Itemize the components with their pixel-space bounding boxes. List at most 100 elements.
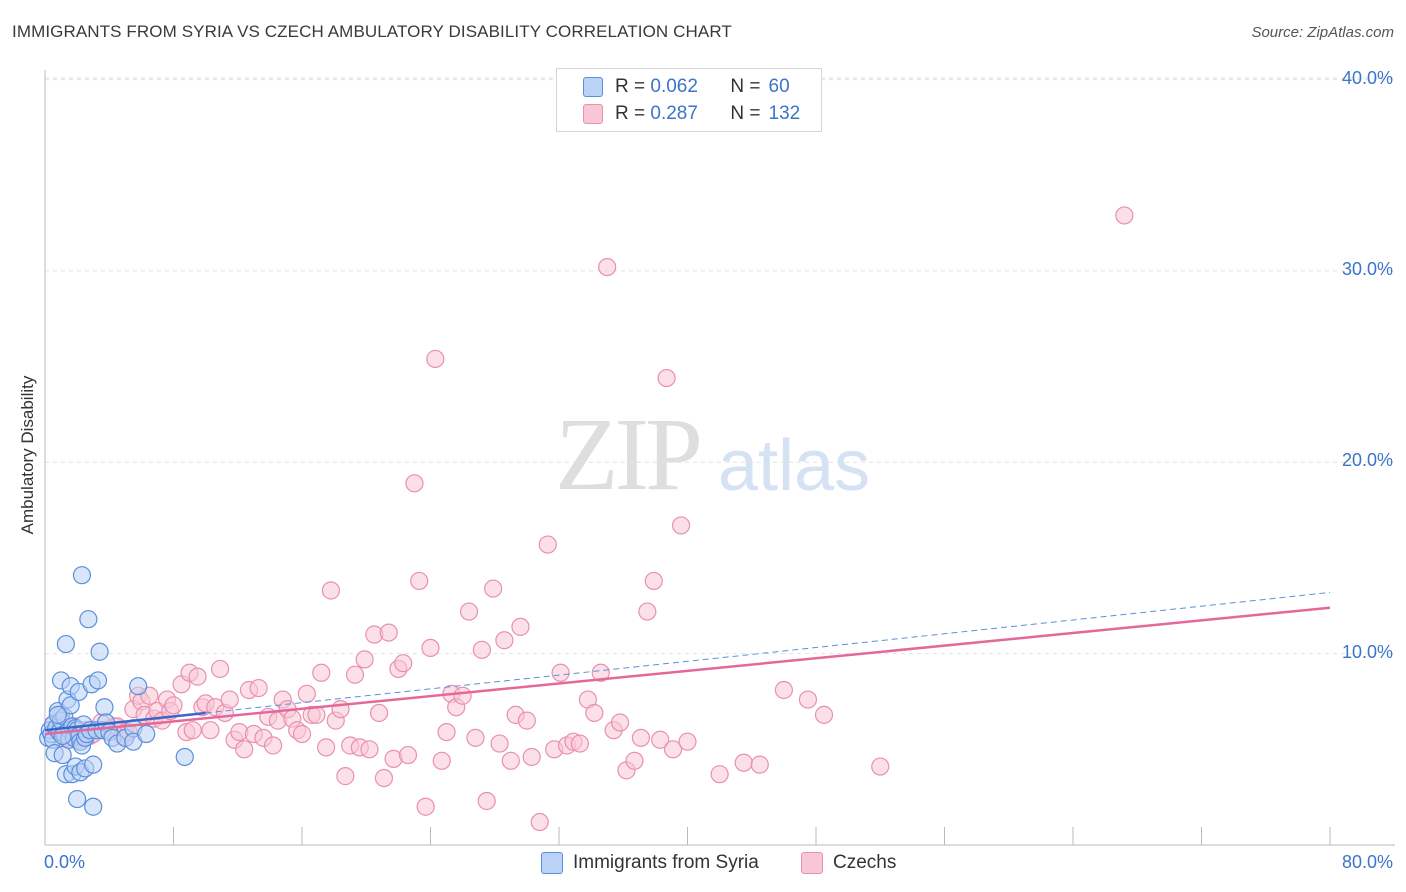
data-point: [511, 617, 530, 636]
data-point: [625, 751, 644, 770]
legend: R = 0.062 N = 60 R = 0.287 N = 132: [556, 68, 822, 132]
trend-line-czechs: [44, 606, 1331, 736]
legend-n-value: 132: [768, 103, 801, 124]
data-point: [798, 690, 818, 709]
data-point: [490, 734, 509, 753]
y-tick-label: 30.0%: [1341, 258, 1393, 279]
data-point: [1115, 206, 1134, 225]
trend-lines: [44, 591, 1331, 736]
data-point: [292, 724, 312, 744]
legend-swatch-syria: [583, 77, 603, 97]
data-point: [710, 765, 729, 784]
data-point: [84, 755, 103, 774]
data-point: [610, 713, 630, 732]
trend-line-syria-extension: [205, 591, 1331, 714]
data-point: [249, 678, 268, 698]
data-point: [416, 797, 435, 816]
data-point: [530, 812, 549, 832]
data-point: [484, 579, 503, 598]
y-tick-label: 20.0%: [1341, 450, 1393, 471]
czechs-points: [43, 206, 1134, 832]
data-point: [374, 768, 394, 788]
data-point: [235, 740, 254, 759]
x-tick-label-min: 0.0%: [44, 852, 86, 872]
data-point: [398, 745, 418, 765]
legend-row-syria: R = 0.062 N = 60: [583, 75, 790, 99]
data-point: [750, 755, 769, 774]
data-point: [405, 474, 424, 493]
data-point: [678, 732, 697, 751]
data-point: [129, 677, 148, 696]
data-point: [137, 724, 156, 744]
data-point: [459, 602, 479, 621]
legend-r-value: 0.287: [650, 103, 698, 124]
data-point: [591, 663, 610, 682]
data-point: [814, 705, 834, 724]
data-point: [72, 566, 92, 585]
data-point: [61, 696, 80, 715]
data-point: [188, 667, 207, 686]
legend-r-label: R =: [615, 103, 646, 124]
data-point: [95, 698, 114, 717]
data-point: [220, 690, 239, 709]
data-point: [453, 686, 472, 705]
syria-points: [39, 566, 194, 816]
data-point: [638, 602, 657, 621]
chart-title: IMMIGRANTS FROM SYRIA VS CZECH AMBULATOR…: [12, 22, 732, 41]
data-point: [48, 705, 67, 724]
source-label: Source: ZipAtlas.com: [1251, 24, 1394, 41]
data-point: [644, 571, 663, 591]
series-legend-syria[interactable]: Immigrants from Syria: [541, 852, 759, 874]
data-point: [210, 659, 230, 679]
legend-n-value: 60: [768, 76, 790, 97]
data-point: [426, 349, 445, 369]
legend-n-label: N =: [730, 76, 761, 97]
data-point: [312, 663, 331, 682]
legend-n-label: N =: [730, 103, 761, 124]
series-name-czechs: Czechs: [833, 852, 897, 873]
data-point: [631, 728, 651, 747]
data-point: [79, 610, 98, 629]
data-point: [774, 680, 793, 700]
data-point: [671, 516, 691, 535]
data-point: [370, 703, 389, 723]
grid-lines: [45, 77, 1395, 655]
data-point: [501, 751, 520, 770]
legend-r-label: R =: [615, 76, 646, 97]
data-point: [336, 767, 355, 786]
watermark-zip: ZIP: [555, 397, 703, 512]
data-point: [538, 535, 557, 554]
data-point: [570, 734, 589, 753]
legend-swatch-czechs: [583, 104, 603, 124]
data-point: [551, 663, 570, 682]
data-point: [68, 789, 87, 809]
data-point: [394, 654, 413, 673]
data-point: [466, 728, 485, 747]
data-point: [477, 791, 496, 811]
data-point: [355, 650, 374, 669]
data-point: [410, 571, 429, 591]
data-point: [421, 638, 440, 658]
data-point: [164, 696, 183, 715]
data-point: [663, 740, 683, 759]
data-point: [495, 631, 514, 650]
series-name-syria: Immigrants from Syria: [573, 852, 759, 873]
series-legend-czechs[interactable]: Czechs: [801, 852, 896, 874]
y-tick-label: 40.0%: [1341, 67, 1393, 88]
data-point: [379, 623, 398, 642]
data-point: [263, 736, 283, 755]
data-point: [345, 665, 365, 684]
data-point: [88, 671, 108, 690]
trend-line-syria: [44, 711, 206, 732]
data-point: [297, 684, 316, 703]
data-point: [360, 740, 379, 759]
data-point: [657, 368, 676, 388]
data-point: [598, 257, 617, 277]
data-point: [201, 721, 220, 740]
data-point: [651, 730, 670, 749]
data-point: [522, 747, 541, 767]
data-point: [871, 757, 890, 776]
data-point: [56, 634, 75, 654]
data-point: [472, 640, 491, 659]
